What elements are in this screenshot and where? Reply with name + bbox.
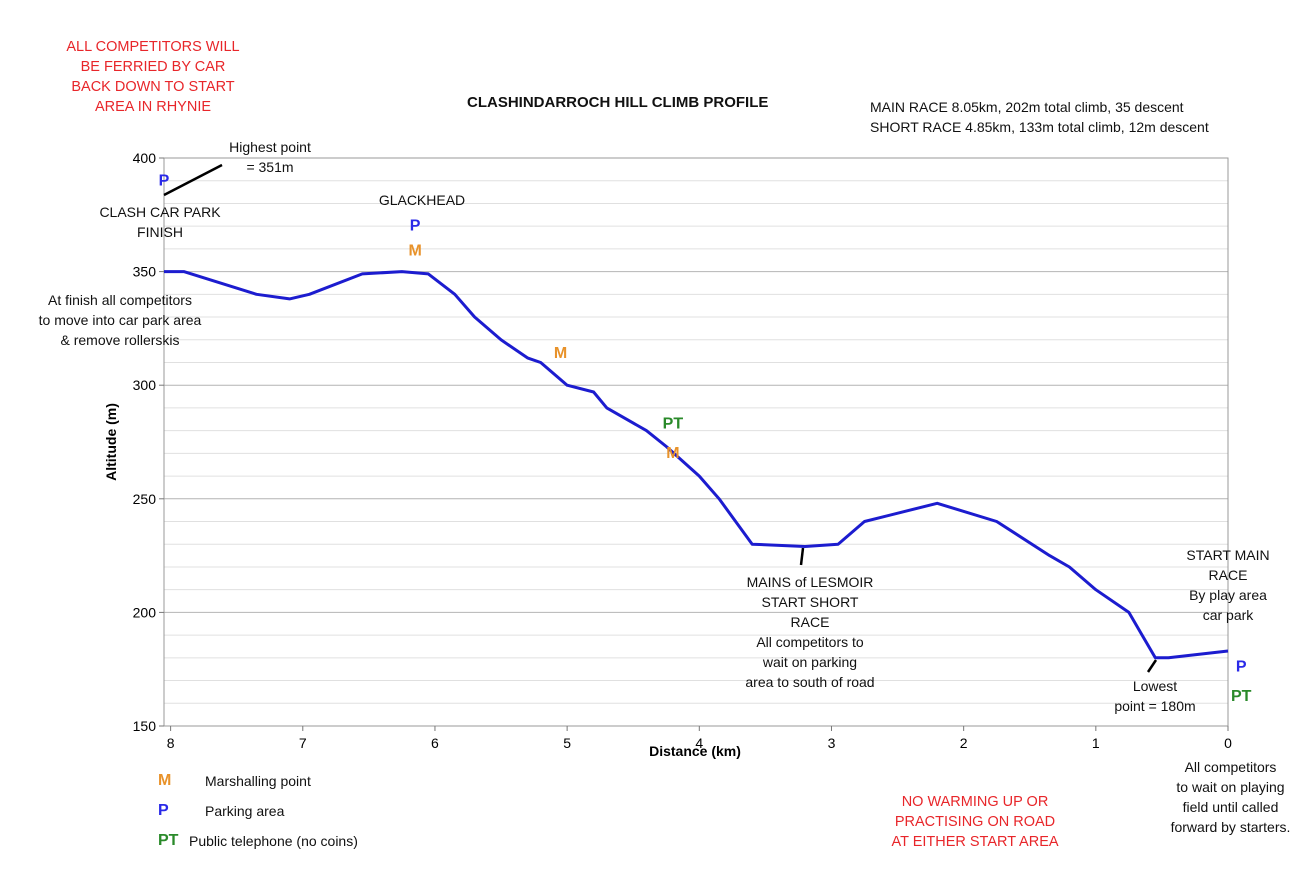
y-axis-label: Altitude (m) — [103, 403, 119, 481]
notice-line: BE FERRIED BY CAR — [80, 59, 226, 75]
legend-item-parking: P Parking area — [158, 796, 358, 826]
highest-point-label: Highest point = 351m — [200, 137, 340, 177]
legend: M Marshalling point P Parking area PT Pu… — [158, 766, 358, 856]
x-tick-label: 0 — [1224, 735, 1232, 751]
highest-point-pointer — [163, 163, 223, 197]
finish-note: At finish all competitors to move into c… — [0, 290, 240, 350]
lowest-point-pointer — [1146, 659, 1158, 673]
annotation-line: to move into car park area — [38, 312, 202, 328]
phone-symbol: PT — [158, 832, 179, 849]
x-tick-label: 8 — [167, 735, 175, 751]
annotation-line: point = 180m — [1114, 698, 1196, 714]
legend-label: Public telephone (no coins) — [189, 833, 358, 849]
notice-line: AREA IN RHYNIE — [94, 99, 212, 115]
x-tick-label: 1 — [1092, 735, 1100, 751]
y-tick-label: 400 — [133, 150, 157, 166]
annotation-line: At finish all competitors — [48, 292, 192, 308]
parking-marker: P — [159, 172, 170, 189]
notice-line: BACK DOWN TO START — [71, 79, 235, 95]
x-axis-label: Distance (km) — [649, 743, 741, 759]
x-tick-label: 4 — [695, 735, 703, 751]
annotation-line: RACE — [1208, 567, 1248, 583]
glackhead-label: GLACKHEAD — [378, 192, 466, 208]
annotation-line: car park — [1202, 607, 1254, 623]
parking-symbol: P — [158, 802, 169, 819]
annotation-line: FINISH — [137, 224, 183, 240]
annotation-line: CLASH CAR PARK — [99, 204, 221, 220]
annotation-line: RACE — [790, 614, 830, 630]
notice-line: NO WARMING UP OR — [901, 794, 1049, 810]
annotation-line: to wait on playing — [1176, 779, 1285, 795]
parking-marker: P — [1236, 658, 1247, 675]
annotation-line: Highest point — [229, 139, 311, 155]
annotation-line: = 351m — [246, 159, 294, 175]
mains-of-lesmoir-label: MAINS of LESMOIR START SHORT RACE All co… — [705, 572, 915, 692]
chart-grid — [164, 180, 1228, 704]
marshal-marker: M — [554, 345, 567, 362]
leader-lines — [163, 163, 1158, 673]
annotation-line: MAINS of LESMOIR — [746, 574, 874, 590]
y-tick-label: 200 — [133, 604, 157, 620]
annotation-line: Lowest — [1132, 678, 1178, 694]
x-tick-label: 7 — [299, 735, 307, 751]
annotation-line: All competitors — [1184, 759, 1277, 775]
marshal-marker: M — [666, 445, 679, 462]
marshal-marker: M — [408, 243, 421, 260]
annotation-line: wait on parking — [762, 654, 858, 670]
annotation-line: field until called — [1182, 799, 1279, 815]
warmup-notice: NO WARMING UP OR PRACTISING ON ROAD AT E… — [860, 792, 1090, 852]
axis-ticks: 150 200 250 300 350 400 8 7 6 5 4 3 2 1 0 — [133, 150, 1232, 751]
notice-line: AT EITHER START AREA — [891, 834, 1059, 850]
notice-line: PRACTISING ON ROAD — [894, 814, 1056, 830]
phone-marker: PT — [1231, 688, 1252, 705]
notice-line: ALL COMPETITORS WILL — [66, 39, 240, 55]
y-tick-label: 350 — [133, 264, 157, 280]
y-tick-label: 300 — [133, 377, 157, 393]
legend-label: Parking area — [205, 803, 285, 819]
chart-title: CLASHINDARROCH HILL CLIMB PROFILE — [467, 94, 769, 111]
x-tick-label: 6 — [431, 735, 439, 751]
legend-item-phone: PT Public telephone (no coins) — [158, 826, 358, 856]
x-tick-label: 2 — [960, 735, 968, 751]
marshal-symbol: M — [158, 772, 172, 789]
ferry-notice: ALL COMPETITORS WILL BE FERRIED BY CAR B… — [18, 37, 288, 117]
lowest-point-label: Lowest point = 180m — [1095, 676, 1215, 716]
y-tick-label: 150 — [133, 718, 157, 734]
profile-line — [164, 270, 1229, 660]
legend-item-marshal: M Marshalling point — [158, 766, 358, 796]
clash-car-park-label: CLASH CAR PARK FINISH — [70, 202, 250, 242]
phone-marker: PT — [663, 415, 684, 432]
short-race-info: SHORT RACE 4.85km, 133m total climb, 12m… — [870, 119, 1209, 135]
annotation-line: START SHORT — [761, 594, 859, 610]
parking-marker: P — [410, 218, 421, 235]
playing-field-note: All competitors to wait on playing field… — [1148, 757, 1313, 837]
mains-pointer — [799, 547, 805, 566]
annotation-line: & remove rollerskis — [60, 332, 180, 348]
main-race-info: MAIN RACE 8.05km, 202m total climb, 35 d… — [870, 99, 1184, 115]
y-tick-label: 250 — [133, 491, 157, 507]
x-tick-label: 3 — [828, 735, 836, 751]
annotation-line: area to south of road — [745, 674, 875, 690]
start-main-race-label: START MAIN RACE By play area car park — [1158, 545, 1298, 625]
x-tick-label: 5 — [563, 735, 571, 751]
annotation-line: START MAIN — [1186, 547, 1270, 563]
annotation-line: All competitors to — [756, 634, 864, 650]
plot-frame — [163, 157, 1229, 727]
legend-label: Marshalling point — [205, 773, 311, 789]
annotation-line: forward by starters. — [1170, 819, 1291, 835]
race-info: MAIN RACE 8.05km, 202m total climb, 35 d… — [870, 97, 1209, 137]
annotation-line: By play area — [1189, 587, 1267, 603]
